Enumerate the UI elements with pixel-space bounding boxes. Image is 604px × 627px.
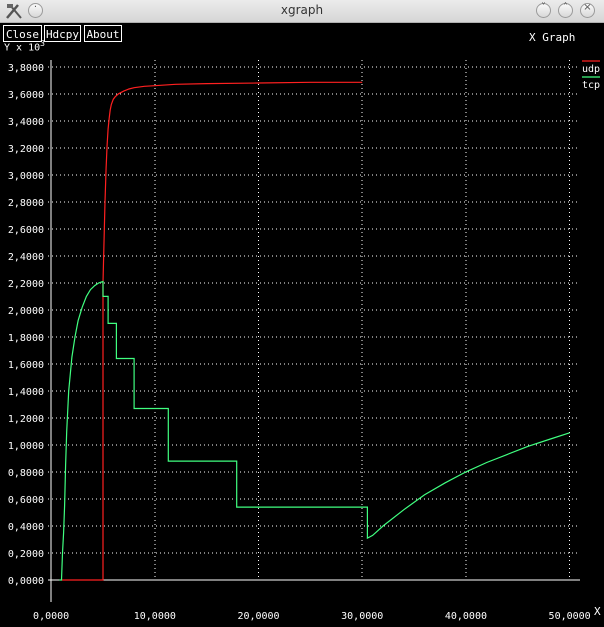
y-tick-label: 3,0000 bbox=[8, 171, 44, 182]
y-tick-label: 0,6000 bbox=[8, 495, 44, 506]
y-tick-label: 2,2000 bbox=[8, 279, 44, 290]
series-line-tcp bbox=[59, 280, 570, 581]
x-tick-label: 10,0000 bbox=[134, 611, 176, 622]
x-tick-label: 30,0000 bbox=[341, 611, 383, 622]
series-line-udp bbox=[61, 81, 363, 581]
y-tick-label: 0,2000 bbox=[8, 549, 44, 560]
x-tick-label: 20,0000 bbox=[237, 611, 279, 622]
close-icon: × bbox=[583, 2, 592, 13]
x-tick-label: 0,0000 bbox=[33, 611, 69, 622]
minimize-button[interactable]: ˅ bbox=[536, 2, 551, 18]
title-bar[interactable]: · xgraph ˅ ˄ × bbox=[0, 0, 604, 23]
about-button[interactable]: About bbox=[84, 25, 122, 42]
close-window-button[interactable]: × bbox=[580, 2, 595, 18]
y-tick-label: 1,0000 bbox=[8, 441, 44, 452]
y-axis-label: Y x 103 bbox=[4, 39, 45, 53]
maximize-button[interactable]: ˄ bbox=[558, 2, 573, 18]
x-tick-label: 50,0000 bbox=[549, 611, 591, 622]
y-tick-label: 3,4000 bbox=[8, 117, 44, 128]
y-tick-label: 0,8000 bbox=[8, 468, 44, 479]
x-tick-label: 40,0000 bbox=[445, 611, 487, 622]
y-tick-label: 0,0000 bbox=[8, 576, 44, 587]
window-menu-icon: · bbox=[33, 2, 38, 13]
hdcpy-button[interactable]: Hdcpy bbox=[44, 25, 81, 42]
window-menu-button[interactable]: · bbox=[28, 2, 43, 18]
y-tick-label: 3,8000 bbox=[8, 63, 44, 74]
close-button[interactable]: Close bbox=[3, 25, 42, 42]
chart-title: X Graph bbox=[529, 31, 576, 44]
window-title: xgraph bbox=[280, 3, 324, 17]
y-tick-label: 3,2000 bbox=[8, 144, 44, 155]
chevron-down-icon: ˅ bbox=[541, 2, 546, 13]
y-tick-label: 2,8000 bbox=[8, 198, 44, 209]
legend-label-udp: udp bbox=[582, 64, 600, 75]
legend-label-tcp: tcp bbox=[582, 80, 600, 91]
y-tick-label: 1,2000 bbox=[8, 414, 44, 425]
y-axis-label-exponent: 3 bbox=[40, 39, 45, 48]
chevron-up-icon: ˄ bbox=[563, 2, 568, 13]
y-axis-label-text: Y x 10 bbox=[4, 42, 41, 54]
y-tick-label: 1,4000 bbox=[8, 387, 44, 398]
y-tick-label: 2,0000 bbox=[8, 306, 44, 317]
y-tick-label: 1,8000 bbox=[8, 333, 44, 344]
y-tick-label: 2,6000 bbox=[8, 225, 44, 236]
y-tick-label: 0,4000 bbox=[8, 522, 44, 533]
y-tick-label: 1,6000 bbox=[8, 360, 44, 371]
x-axis-label: X bbox=[594, 605, 601, 618]
app-icon bbox=[6, 4, 22, 19]
y-tick-label: 3,6000 bbox=[8, 90, 44, 101]
y-tick-label: 2,4000 bbox=[8, 252, 44, 263]
